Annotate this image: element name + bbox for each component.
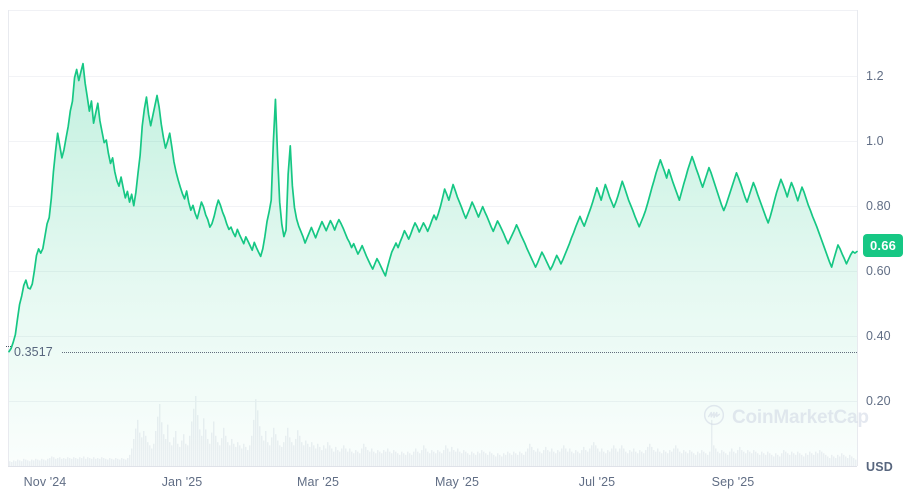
chart-left-axis <box>8 10 9 466</box>
chart-right-axis <box>857 10 858 466</box>
price-area-fill <box>9 63 857 467</box>
y-axis-tick-label: 0.80 <box>866 199 891 213</box>
x-axis-tick-label: Jul '25 <box>578 475 616 489</box>
x-axis-tick-label: Mar '25 <box>297 475 339 489</box>
y-axis-tick-label: 0.40 <box>866 329 891 343</box>
x-axis-tick-label: Sep '25 <box>711 475 755 489</box>
y-axis-tick-label: 1.0 <box>866 134 884 148</box>
x-axis-tick-label: Nov '24 <box>23 475 67 489</box>
chart-top-border <box>8 10 857 11</box>
x-axis-tick-label: Jan '25 <box>161 475 203 489</box>
x-axis-tick-label: May '25 <box>434 475 480 489</box>
gridline <box>9 141 857 142</box>
gridline <box>9 206 857 207</box>
y-axis-tick-label: 1.2 <box>866 69 884 83</box>
current-price-badge[interactable]: 0.66 <box>863 234 904 257</box>
y-axis-tick-label: 0.60 <box>866 264 891 278</box>
chart-x-axis <box>8 466 857 467</box>
low-marker-dotted-line <box>62 352 857 353</box>
price-line <box>8 62 858 353</box>
gridline <box>9 76 857 77</box>
y-axis-tick-label: 0.20 <box>866 394 891 408</box>
low-marker-tick <box>6 346 11 347</box>
low-marker-label: 0.3517 <box>14 345 53 359</box>
currency-label: USD <box>866 460 893 474</box>
